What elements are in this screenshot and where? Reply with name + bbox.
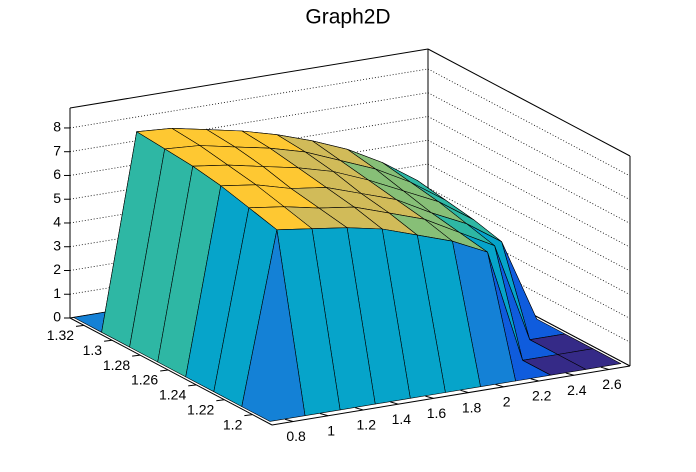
z-tick-label: 8 — [53, 119, 61, 135]
x-tick-label: 2.2 — [532, 388, 552, 404]
y-tick-label: 1.22 — [187, 401, 214, 417]
grid-line — [69, 68, 429, 129]
x-tick — [460, 389, 469, 394]
z-tick-label: 4 — [53, 214, 61, 230]
grid-line — [69, 92, 429, 153]
y-tick-label: 1.24 — [159, 387, 186, 403]
x-tick — [355, 407, 364, 411]
x-tick-label: 2.4 — [567, 382, 587, 398]
z-tick-label: 0 — [53, 309, 61, 325]
x-tick — [284, 418, 294, 423]
z-tick-label: 5 — [53, 190, 61, 206]
x-tick-label: 0.8 — [286, 428, 306, 444]
surface-cell — [241, 229, 306, 422]
y-tick-label: 1.26 — [131, 372, 158, 388]
z-tick-label: 1 — [53, 285, 61, 301]
grid-line — [427, 187, 631, 296]
z-tick-label: 2 — [53, 261, 61, 277]
box-edge — [69, 48, 429, 109]
x-tick-label: 1 — [327, 422, 335, 438]
box-edge — [271, 365, 631, 426]
grid-line — [427, 234, 631, 343]
x-tick — [390, 401, 399, 405]
x-tick-label: 2 — [503, 394, 511, 410]
x-tick — [600, 366, 610, 370]
y-tick — [75, 324, 85, 327]
y-tick-label: 1.32 — [47, 327, 74, 343]
x-tick-label: 2.6 — [602, 376, 622, 392]
grid-line — [427, 92, 631, 201]
z-tick-label: 7 — [53, 142, 61, 158]
grid-line — [427, 68, 631, 177]
box-edge — [427, 48, 631, 157]
y-tick-label: 1.3 — [83, 342, 103, 358]
grid-line — [427, 116, 631, 224]
x-tick-label: 1.4 — [392, 411, 412, 427]
grid-line — [427, 163, 631, 272]
x-tick — [530, 378, 539, 382]
z-tick-label: 3 — [53, 237, 61, 253]
chart-title: Graph2D — [305, 6, 390, 29]
y-tick-label: 1.2 — [223, 416, 243, 432]
grid-line — [69, 116, 429, 176]
z-tick-label: 6 — [53, 166, 61, 182]
x-tick — [425, 395, 434, 399]
box-edge — [69, 317, 273, 426]
y-tick — [216, 399, 225, 402]
x-tick-label: 1.8 — [462, 399, 482, 415]
y-tick — [132, 354, 141, 357]
x-tick-label: 1.2 — [357, 417, 377, 433]
x-tick — [495, 384, 504, 388]
x-tick — [565, 372, 574, 376]
y-tick — [104, 339, 113, 342]
y-tick — [244, 414, 253, 417]
grid-line — [427, 211, 631, 319]
y-tick — [160, 369, 169, 372]
y-tick — [188, 384, 197, 387]
x-tick-label: 1.6 — [427, 405, 447, 421]
y-tick-label: 1.28 — [103, 357, 130, 373]
grid-line — [427, 139, 631, 248]
x-tick — [319, 412, 329, 417]
